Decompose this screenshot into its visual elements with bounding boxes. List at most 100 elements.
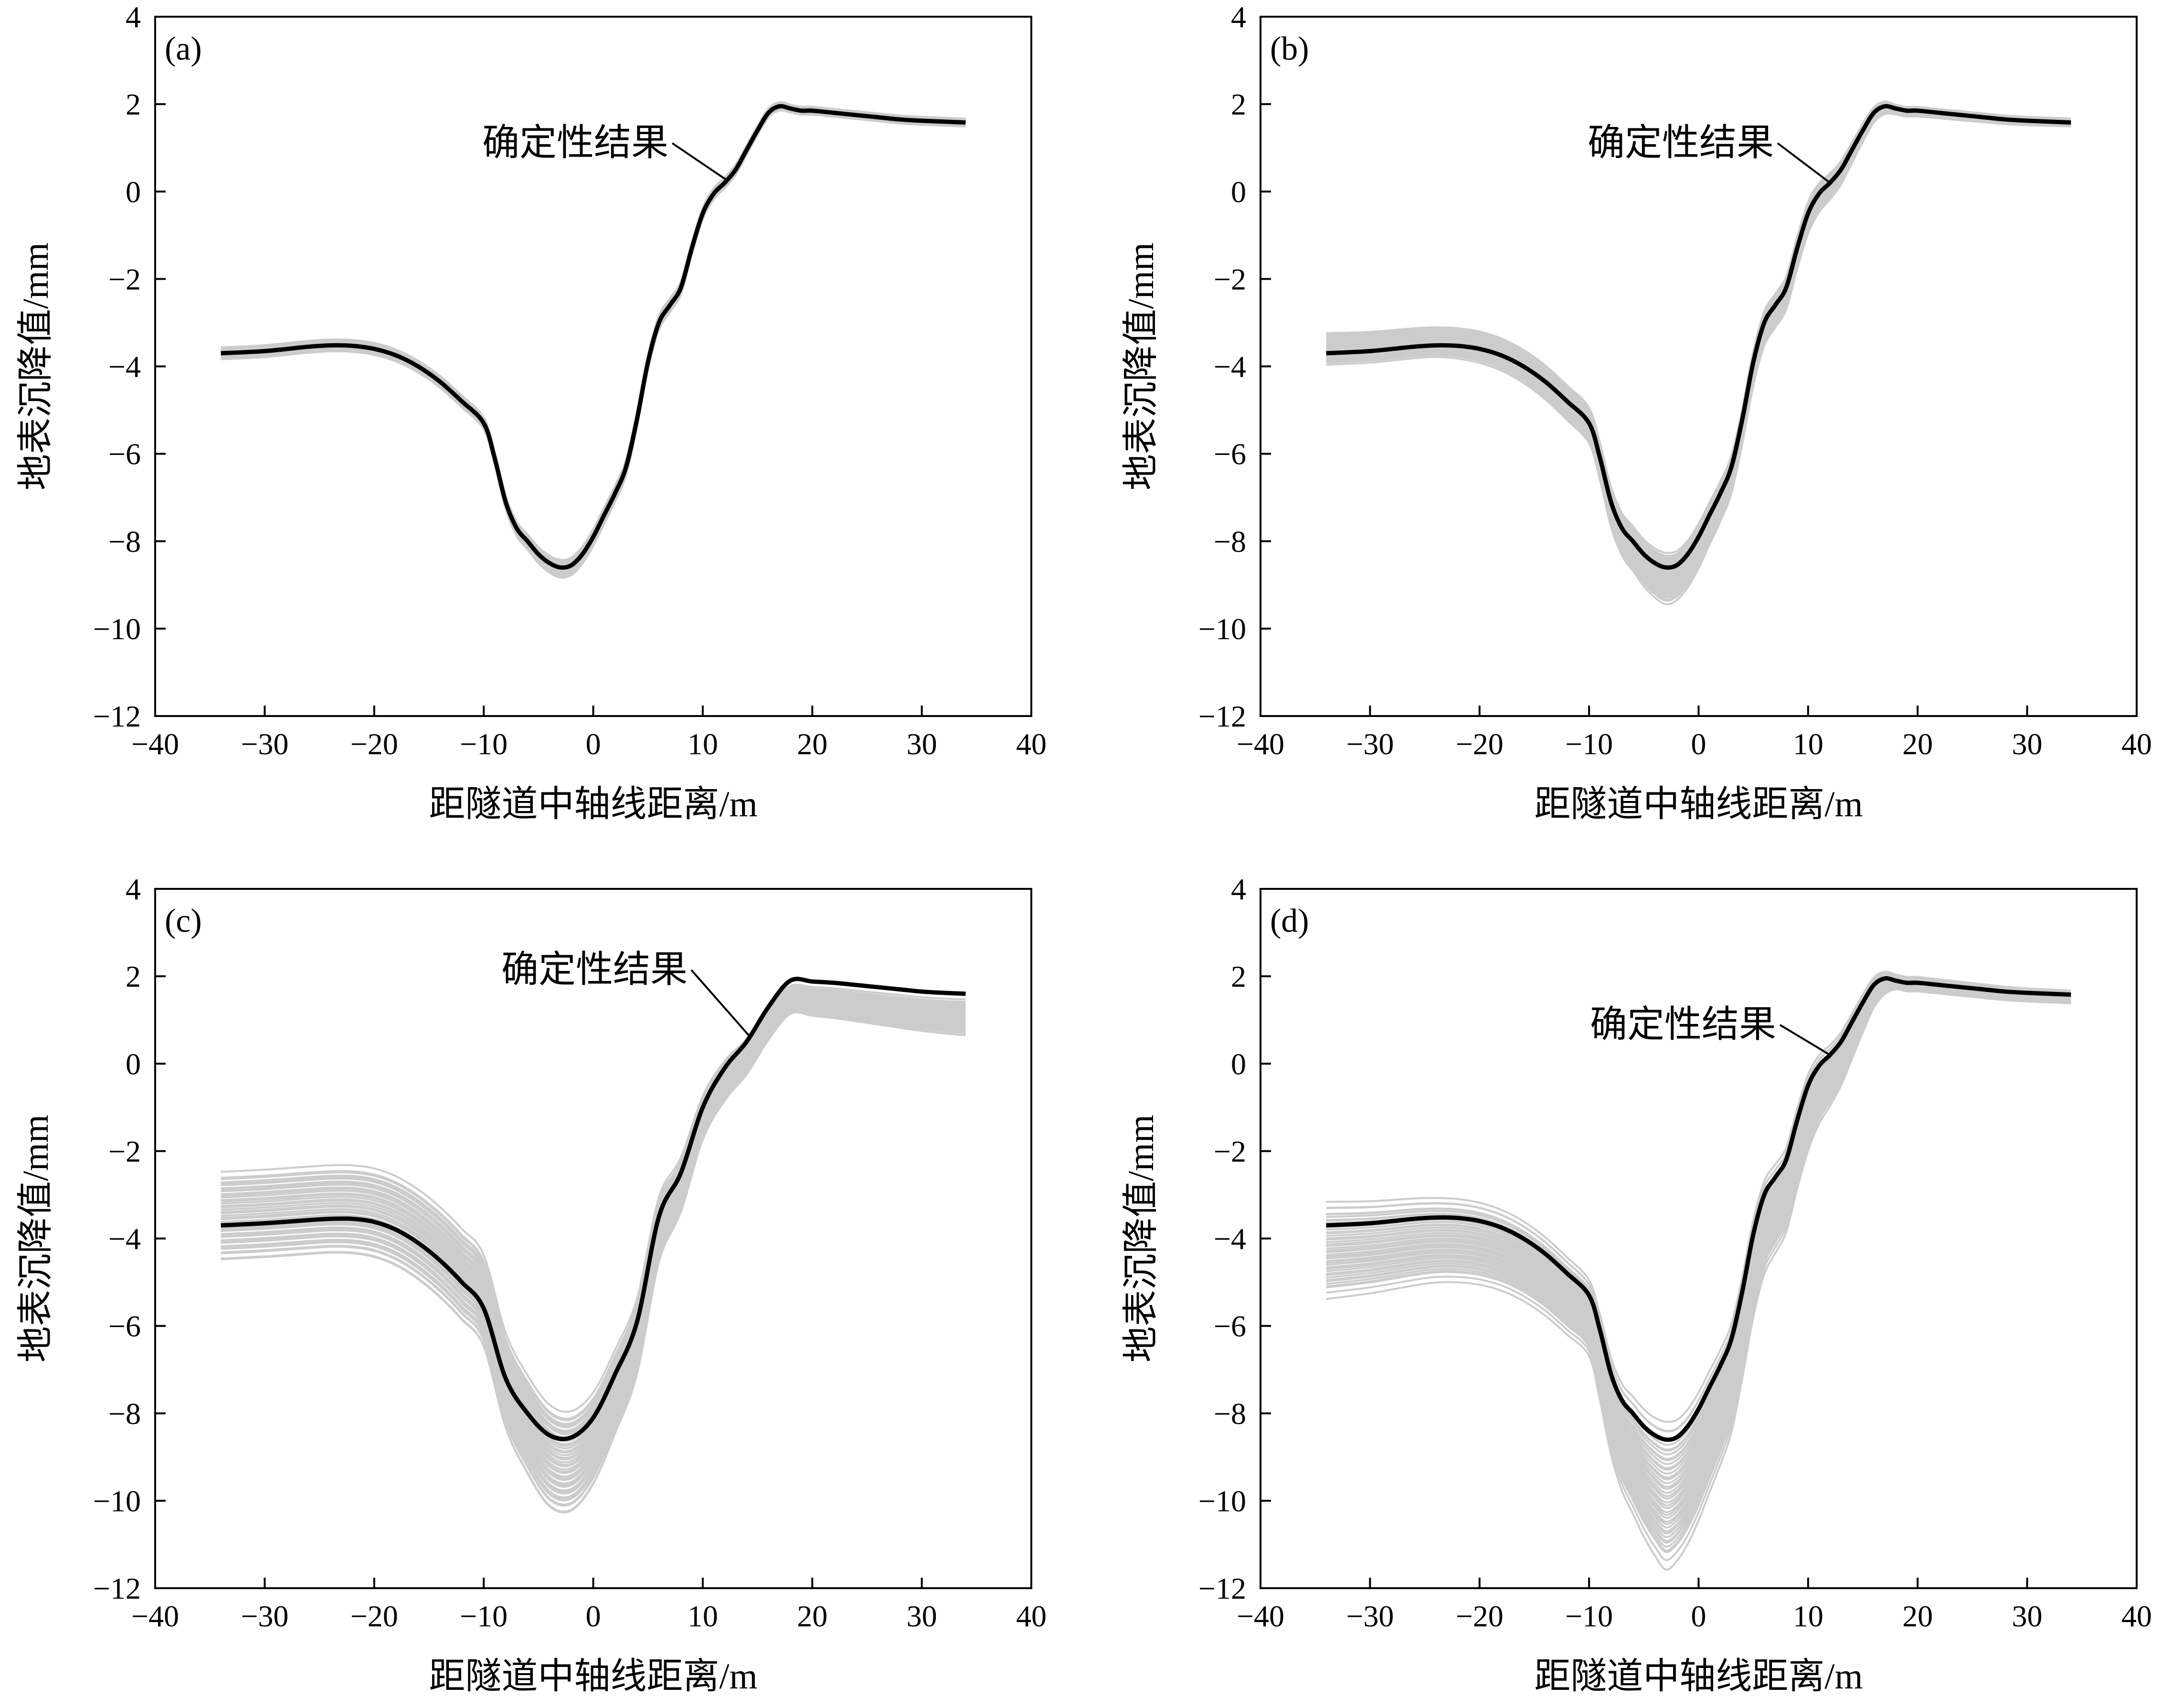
x-tick-label: −30 [241, 1599, 288, 1633]
x-tick-label: −30 [241, 727, 288, 761]
simulation-curve [221, 983, 966, 1413]
annotation-leader-line [690, 969, 751, 1037]
simulation-curve [221, 1003, 966, 1485]
panel-label: (b) [1270, 31, 1309, 67]
y-tick-label: 2 [1231, 87, 1246, 121]
y-tick-label: −10 [93, 1484, 141, 1518]
chart-panel-a: −40 −30 −20 −10 0 10 20 30 40−12−10−8−6−4−2024距隧… [16, 0, 1047, 824]
y-tick-label: −12 [1198, 699, 1246, 733]
x-tick-label: 0 [586, 1599, 601, 1633]
y-tick-label: −10 [1198, 1484, 1246, 1518]
x-axis-label: 距隧道中轴线距离/m [1534, 1656, 1863, 1697]
x-axis-label: 距隧道中轴线距离/m [429, 1656, 757, 1697]
simulation-curve [221, 987, 966, 1427]
x-tick-label: 10 [1793, 727, 1823, 761]
y-tick-label: 0 [1231, 1047, 1246, 1081]
deterministic-annotation: 确定性结果 [1590, 1003, 1776, 1045]
deterministic-curve [1326, 104, 2071, 570]
y-tick-label: −4 [108, 350, 141, 384]
annotation-leader-line [1777, 142, 1831, 184]
chart-panel-d: −40 −30 −20 −10 0 10 20 30 40−12−10−8−6−4−2024距隧… [1121, 872, 2152, 1697]
x-tick-label: 0 [586, 727, 601, 761]
y-tick-label: −12 [93, 1571, 141, 1605]
y-tick-label: −12 [1198, 1571, 1246, 1605]
x-tick-label: −40 [1237, 727, 1284, 761]
x-tick-label: −30 [1346, 727, 1394, 761]
y-tick-label: −6 [108, 437, 141, 471]
x-tick-label: 10 [1793, 1599, 1823, 1633]
simulation-curve [221, 997, 966, 1461]
x-axis-label: 距隧道中轴线距离/m [1534, 784, 1863, 824]
y-tick-label: −4 [1214, 1222, 1246, 1256]
x-tick-label: 40 [1016, 727, 1047, 761]
x-tick-label: 30 [907, 1599, 937, 1633]
simulation-curve [221, 989, 966, 1434]
x-axis-label: 距隧道中轴线距离/m [429, 784, 757, 824]
y-tick-label: −8 [1214, 1397, 1246, 1431]
panel-label: (d) [1270, 903, 1309, 939]
y-tick-label: 4 [126, 0, 141, 34]
chart-panel-c: −40 −30 −20 −10 0 10 20 30 40−12−10−8−6−4−2024距隧… [16, 872, 1047, 1697]
y-tick-label: −10 [1198, 612, 1246, 646]
y-axis-label: 地表沉降值/mm [16, 1115, 56, 1362]
y-tick-label: −4 [108, 1222, 141, 1256]
y-tick-label: 4 [126, 872, 141, 906]
simulation-curve [221, 1006, 966, 1495]
y-tick-label: −2 [1214, 1134, 1246, 1168]
y-axis-label: 地表沉降值/mm [1121, 1115, 1161, 1362]
x-tick-label: 30 [2012, 1599, 2043, 1633]
deterministic-curve [1326, 976, 2071, 1442]
x-tick-label: 40 [2121, 727, 2152, 761]
y-tick-label: 2 [1231, 959, 1246, 993]
annotation-leader-line [1779, 1024, 1831, 1056]
x-tick-label: 20 [797, 727, 827, 761]
x-tick-label: −10 [1565, 727, 1613, 761]
simulation-curve [1326, 986, 2071, 1548]
simulation-curve [221, 1009, 966, 1506]
y-axis-label: 地表沉降值/mm [1121, 242, 1161, 490]
simulation-curve [221, 1008, 966, 1502]
simulation-curve [221, 1002, 966, 1481]
deterministic-annotation: 确定性结果 [501, 949, 688, 990]
y-tick-label: 0 [126, 175, 141, 209]
annotation-leader-line [671, 142, 728, 181]
x-tick-label: −20 [350, 1599, 398, 1633]
simulation-curve [1326, 988, 2071, 1571]
panel-label: (a) [165, 31, 202, 67]
simulation-curve [221, 1004, 966, 1488]
x-tick-label: 40 [1016, 1599, 1047, 1633]
simulation-curve [1326, 111, 2071, 601]
x-tick-label: 30 [2012, 727, 2043, 761]
y-tick-label: −6 [1214, 437, 1246, 471]
x-tick-label: −30 [1346, 1599, 1394, 1633]
deterministic-curve [221, 104, 966, 570]
y-tick-label: 0 [126, 1047, 141, 1081]
x-tick-label: 20 [1902, 727, 1933, 761]
y-axis-label: 地表沉降值/mm [16, 242, 56, 490]
simulation-curve [221, 985, 966, 1420]
x-tick-label: 40 [2121, 1599, 2152, 1633]
simulation-curve [221, 1011, 966, 1513]
y-tick-label: −8 [108, 1397, 141, 1431]
x-tick-label: 0 [1691, 1599, 1706, 1633]
y-tick-label: 4 [1231, 0, 1246, 34]
simulation-curve [221, 995, 966, 1454]
chart-panel-b: −40 −30 −20 −10 0 10 20 30 40−12−10−8−6−4−2024距隧… [1121, 0, 2152, 824]
x-tick-label: 0 [1691, 727, 1706, 761]
x-tick-label: −20 [350, 727, 398, 761]
x-tick-label: −40 [1237, 1599, 1284, 1633]
x-tick-label: −10 [460, 1599, 508, 1633]
deterministic-annotation: 确定性结果 [1588, 122, 1774, 163]
simulation-curve [221, 999, 966, 1467]
y-tick-label: −8 [108, 525, 141, 559]
x-tick-label: −20 [1456, 1599, 1504, 1633]
y-tick-label: 2 [126, 959, 141, 993]
y-tick-label: −10 [93, 612, 141, 646]
x-tick-label: −10 [460, 727, 508, 761]
panel-label: (c) [165, 903, 202, 939]
x-tick-label: 20 [797, 1599, 827, 1633]
deterministic-annotation: 确定性结果 [482, 122, 668, 163]
y-tick-label: −12 [93, 699, 141, 733]
